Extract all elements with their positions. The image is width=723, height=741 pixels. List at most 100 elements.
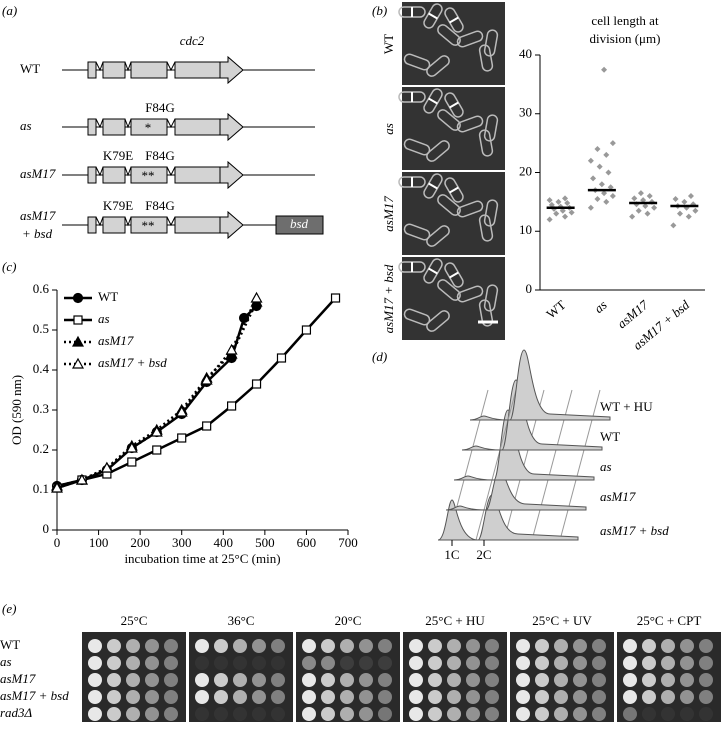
colony-spot [195,639,209,653]
colony-spot [126,656,140,670]
colony-spot [214,656,228,670]
histogram-grid [479,389,489,421]
colony-spot [535,656,549,670]
intron [95,61,104,72]
mutation-marker: * [145,120,152,135]
x-tick-label: 100 [89,535,109,550]
marker [73,315,83,325]
histogram [445,469,587,511]
colony-spot [252,673,266,687]
micrograph [402,257,505,340]
data-point [687,193,694,199]
colony-spot [680,673,694,687]
colony-spot [271,656,285,670]
colony-spot [233,656,247,670]
data-point [607,184,614,191]
strain-label: + bsd [22,226,53,241]
histogram-grid [491,449,501,481]
marker [301,325,312,335]
colony-spot [195,690,209,704]
colony-spot [126,690,140,704]
mutation: K79E [103,198,133,213]
data-point [629,213,636,220]
colony-spot [271,690,285,704]
colony-spot [126,707,140,721]
exon [130,61,168,79]
data-point [670,222,677,229]
y-tick-label: 0.5 [33,321,49,336]
marker [200,373,213,385]
colony-spot [554,673,568,687]
cell [437,24,461,46]
colony-spot [485,673,499,687]
histogram-grid [591,389,601,421]
colony-spot [554,707,568,721]
exon [87,216,97,234]
colony-spot [428,690,442,704]
histogram-grid [455,479,465,511]
colony-spot [145,639,159,653]
colony-spot [447,656,461,670]
legend-label: asM17 [98,333,134,348]
colony-spot [466,656,480,670]
cell [426,55,450,77]
histogram-grid [483,479,493,511]
data-point [685,213,692,220]
y-tick-label: 40 [519,46,532,61]
condition-label: 36°C [228,613,255,628]
x-tick-label: 200 [130,535,150,550]
data-point [646,193,653,199]
exon [174,118,221,136]
colony-spot [447,639,461,653]
colony-spot [573,707,587,721]
colony-spot [164,673,178,687]
data-point [568,209,575,216]
colony-spot [535,707,549,721]
marker [250,291,263,303]
data-point [601,190,608,197]
data-point [555,198,562,205]
colony-spot [428,707,442,721]
colony-spot [233,673,247,687]
colony-spot [126,673,140,687]
y-tick-label: 30 [519,105,532,120]
chart-title: cell length at division (μm) [590,13,661,46]
exon-arrow [219,210,244,240]
strain-label: asM17 [20,166,56,181]
data-point [553,210,560,217]
septum [449,186,459,194]
data-point [609,193,616,199]
colony-spot [88,639,102,653]
colony-spot [642,707,656,721]
exon [102,61,126,79]
colony-spot [302,639,316,653]
colony-spot [378,673,392,687]
x-tick-label: asM17 [614,297,651,332]
colony-spot [466,690,480,704]
colony-spot [699,673,713,687]
histogram-grid [575,449,585,481]
micrograph-label: asM17 + bsd [381,264,396,333]
colony-spot [359,656,373,670]
colony-spot [592,707,606,721]
marker [177,433,187,443]
cell [423,88,443,114]
data-point [609,140,616,147]
colony-spot [623,639,637,653]
marker [71,335,85,347]
colony-spot [378,707,392,721]
colony-spot [340,690,354,704]
cell [478,44,494,72]
histogram-label: asM17 [600,489,636,504]
strain-label: as [0,654,12,669]
series-line [56,301,258,488]
colony-spot [409,690,423,704]
colony-spot [302,690,316,704]
intron [95,216,104,227]
strain-label: asM17 [20,208,56,223]
colony-spot [485,707,499,721]
data-point [546,216,553,223]
colony-spot [271,673,285,687]
marker [125,441,138,453]
colony-spot [554,690,568,704]
